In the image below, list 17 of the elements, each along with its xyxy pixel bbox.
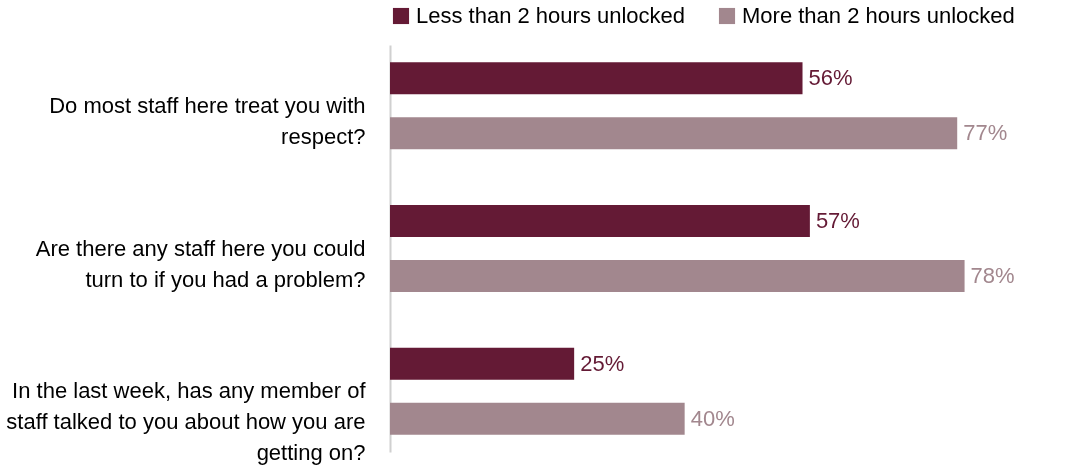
y-tick-label: Do most staff here treat you with respect? — [49, 92, 366, 149]
y-tick-label: In the last week, has any member of staff talked to you about how you are getting on? — [6, 378, 367, 466]
data-label: 25% — [580, 350, 625, 376]
bar — [390, 402, 685, 435]
data-label: 40% — [690, 405, 735, 431]
legend-label: Less than 2 hours unlocked — [416, 3, 686, 28]
bar — [390, 259, 965, 292]
y-tick-label: Are there any staff here you could turn to if you had a problem? — [35, 235, 366, 292]
bar — [390, 347, 575, 380]
bar — [390, 205, 810, 238]
data-label: 78% — [970, 262, 1015, 288]
bar — [390, 62, 803, 95]
data-label: 56% — [808, 65, 853, 91]
data-label: 57% — [815, 208, 860, 234]
bar — [390, 117, 958, 150]
legend-label: More than 2 hours unlocked — [742, 3, 1015, 28]
data-label: 77% — [963, 120, 1008, 146]
